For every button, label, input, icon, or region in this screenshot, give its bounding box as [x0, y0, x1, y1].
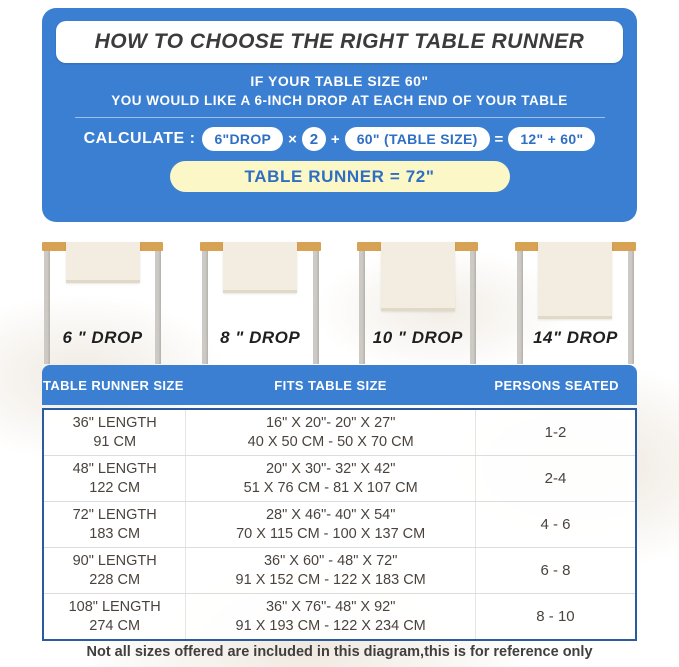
divider [74, 117, 605, 118]
column-header-runner-size: TABLE RUNNER SIZE [42, 377, 184, 393]
plus-sign: + [330, 130, 340, 148]
page-title: HOW TO CHOOSE THE RIGHT TABLE RUNNER [94, 30, 585, 53]
sum-pill: 12" + 60" [508, 127, 596, 151]
table-leg-right [470, 251, 477, 364]
table-drop-figure-10: 10 " DROP [347, 240, 488, 366]
runner-illustration [538, 242, 613, 319]
table-row: 72" LENGTH 183 CM 28" X 46"- 40" X 54" 7… [44, 502, 635, 548]
table-leg-left [201, 251, 208, 364]
drops-illustration: 6 " DROP 8 " DROP 10 " DROP 14" DROP [32, 240, 646, 366]
fits-size-inches: 36" X 60" - 48" X 72" [263, 552, 398, 569]
runner-length-inches: 108" LENGTH [68, 598, 161, 615]
fits-size-cm: 40 X 50 CM - 50 X 70 CM [247, 433, 414, 450]
calculation-formula: CALCULATE : 6"DROP × 2 + 60" (TABLE SIZE… [42, 127, 637, 151]
runner-length-cm: 122 CM [89, 479, 141, 496]
table-drop-figure-8: 8 " DROP [190, 240, 331, 366]
drop-label: 10 " DROP [372, 328, 463, 347]
table-size-pill: 60" (TABLE SIZE) [344, 127, 490, 151]
persons-seated-cell: 8 - 10 [536, 607, 575, 625]
fits-table-size-cell: 20" X 30"- 32" X 42" 51 X 76 CM - 81 X 1… [186, 456, 476, 501]
table-row: 90" LENGTH 228 CM 36" X 60" - 48" X 72" … [44, 548, 635, 594]
runner-size-cell: 108" LENGTH 274 CM [44, 594, 187, 639]
table-drop-figure-14: 14" DROP [505, 240, 646, 366]
multiplier-badge: 2 [301, 127, 326, 151]
runner-length-cm: 228 CM [89, 571, 141, 588]
fits-size-inches: 28" X 46"- 40" X 54" [265, 506, 396, 523]
table-header-row: TABLE RUNNER SIZE FITS TABLE SIZE PERSON… [42, 365, 637, 405]
fits-table-size-cell: 16" X 20"- 20" X 27" 40 X 50 CM - 50 X 7… [186, 410, 476, 455]
fits-size-cm: 91 X 193 CM - 122 X 234 CM [235, 617, 426, 634]
runner-length-cm: 183 CM [89, 525, 141, 542]
runner-size-cell: 36" LENGTH 91 CM [44, 410, 187, 455]
fits-size-inches: 16" X 20"- 20" X 27" [265, 414, 396, 431]
runner-illustration [223, 242, 298, 293]
fits-table-size-cell: 36" X 76"- 48" X 92" 91 X 193 CM - 122 X… [186, 594, 476, 639]
runner-illustration [380, 242, 455, 311]
size-table: TABLE RUNNER SIZE FITS TABLE SIZE PERSON… [42, 365, 637, 641]
calculate-label: CALCULATE : [83, 130, 196, 147]
fits-size-cm: 91 X 152 CM - 122 X 183 CM [235, 571, 426, 588]
runner-size-cell: 72" LENGTH 183 CM [44, 502, 187, 547]
table-leg-left [44, 251, 50, 364]
table-drop-figure-6: 6 " DROP [32, 240, 173, 366]
header-panel: HOW TO CHOOSE THE RIGHT TABLE RUNNER IF … [42, 8, 637, 222]
table-row: 36" LENGTH 91 CM 16" X 20"- 20" X 27" 40… [44, 410, 635, 456]
persons-seated-cell: 1-2 [544, 423, 567, 441]
drop-value-pill: 6"DROP [202, 127, 284, 151]
times-sign: × [288, 130, 297, 148]
table-row: 108" LENGTH 274 CM 36" X 76"- 48" X 92" … [44, 594, 635, 639]
table-leg-left [516, 251, 523, 364]
fits-size-cm: 51 X 76 CM - 81 X 107 CM [243, 479, 418, 496]
drop-label: 14" DROP [533, 328, 618, 347]
runner-length-inches: 36" LENGTH [72, 414, 157, 431]
runner-illustration [65, 242, 140, 283]
runner-length-cm: 91 CM [93, 433, 137, 450]
table-leg-right [155, 251, 161, 364]
fits-table-size-cell: 28" X 46"- 40" X 54" 70 X 115 CM - 100 X… [186, 502, 476, 547]
runner-length-cm: 274 CM [89, 617, 141, 634]
table-leg-left [359, 251, 366, 364]
fits-size-cm: 70 X 115 CM - 100 X 137 CM [236, 525, 426, 542]
table-body: 36" LENGTH 91 CM 16" X 20"- 20" X 27" 40… [42, 408, 637, 641]
column-header-persons-seated: PERSONS SEATED [494, 377, 619, 393]
column-header-fits-table-size: FITS TABLE SIZE [274, 377, 387, 393]
runner-size-cell: 90" LENGTH 228 CM [44, 548, 187, 593]
fits-size-inches: 36" X 76"- 48" X 92" [265, 598, 396, 615]
fits-table-size-cell: 36" X 60" - 48" X 72" 91 X 152 CM - 122 … [186, 548, 476, 593]
table-leg-right [627, 251, 634, 364]
persons-seated-cell: 4 - 6 [540, 515, 571, 533]
fits-size-inches: 20" X 30"- 32" X 42" [265, 460, 396, 477]
runner-length-inches: 72" LENGTH [72, 506, 157, 523]
runner-size-cell: 48" LENGTH 122 CM [44, 456, 187, 501]
subtitle-line-1: IF YOUR TABLE SIZE 60" [250, 73, 429, 89]
subtitle-line-2: YOU WOULD LIKE A 6-INCH DROP AT EACH END… [111, 93, 568, 108]
runner-length-inches: 90" LENGTH [72, 552, 157, 569]
title-banner: HOW TO CHOOSE THE RIGHT TABLE RUNNER [56, 21, 623, 63]
persons-seated-cell: 2-4 [544, 469, 567, 487]
persons-seated-cell: 6 - 8 [540, 561, 571, 579]
result-pill: TABLE RUNNER = 72" [169, 161, 510, 192]
runner-length-inches: 48" LENGTH [72, 460, 157, 477]
table-row: 48" LENGTH 122 CM 20" X 30"- 32" X 42" 5… [44, 456, 635, 502]
drop-label: 6 " DROP [62, 328, 143, 347]
footnote: Not all sizes offered are included in th… [86, 644, 593, 660]
equals-sign: = [494, 130, 504, 148]
drop-label: 8 " DROP [220, 328, 301, 347]
table-leg-right [312, 251, 319, 364]
